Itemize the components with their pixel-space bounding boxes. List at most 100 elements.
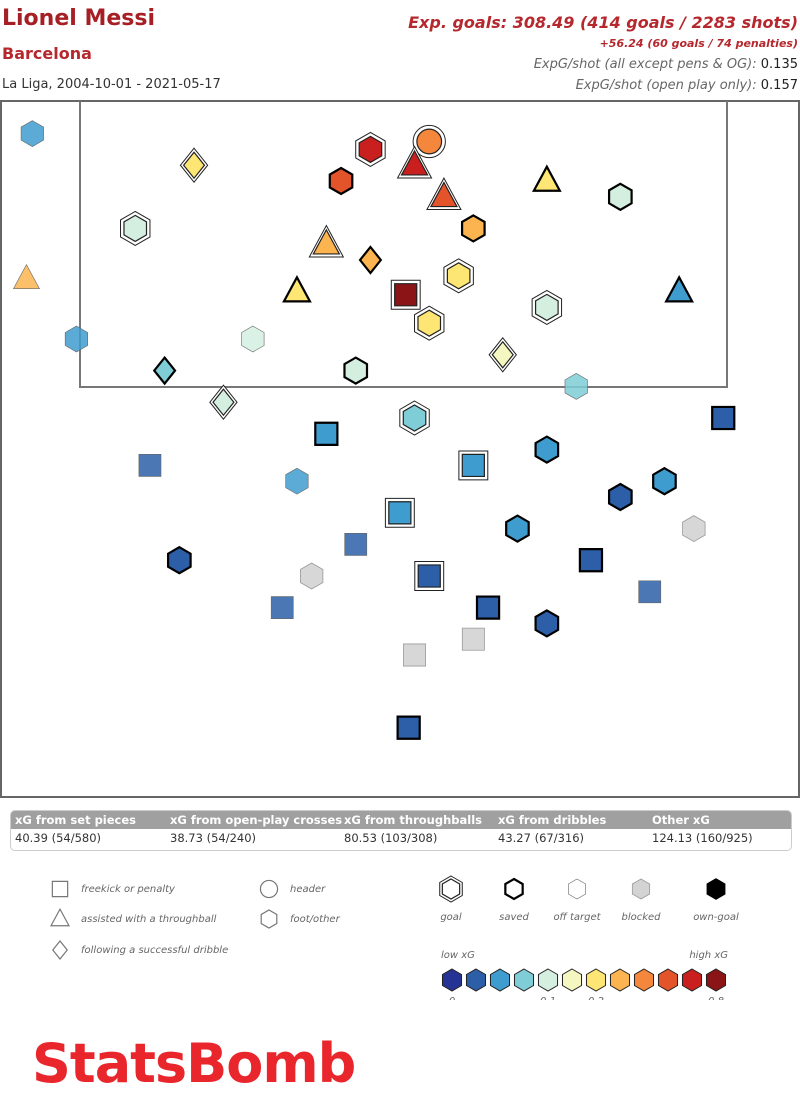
shot [285, 467, 309, 495]
shot [652, 466, 677, 496]
shot [270, 596, 294, 619]
shot [664, 274, 694, 303]
shot [20, 120, 44, 147]
shot [12, 264, 40, 290]
shot [607, 482, 633, 512]
color-swatch [513, 968, 535, 992]
legend-outcome [631, 878, 651, 900]
shot [394, 283, 418, 307]
legend-label: own-goal [693, 912, 739, 923]
legend-label: off target [553, 912, 601, 923]
shot [638, 580, 662, 604]
legend-label: following a successful dribble [81, 945, 228, 956]
shots [12, 120, 736, 740]
column-header: xG from throughballs [344, 813, 483, 827]
shot [534, 435, 560, 464]
shot [564, 373, 588, 400]
colorbar-tick: 0.8 [708, 996, 724, 1000]
shot [358, 245, 383, 275]
legend-label: saved [499, 912, 529, 923]
shot [182, 151, 206, 180]
legend-label: assisted with a throughball [81, 914, 217, 925]
cell: 38.73 (54/240) [170, 831, 257, 845]
shot-map: freekick or penalty assisted with a throu… [0, 100, 800, 1000]
legend-outcome [504, 877, 524, 901]
color-swatch [609, 968, 631, 992]
legend-shape [51, 880, 69, 898]
legend-high: high xG [689, 950, 728, 961]
legend-outcome [706, 878, 726, 900]
shot [402, 404, 427, 432]
color-swatch [489, 968, 511, 992]
cell: 124.13 (160/925) [652, 831, 753, 845]
color-swatch [633, 968, 655, 992]
legend-label: header [290, 884, 326, 895]
shot [682, 515, 706, 543]
shot [396, 715, 421, 740]
color-swatch [657, 968, 679, 992]
shot [505, 514, 530, 543]
cell: 80.53 (103/308) [344, 831, 438, 845]
table-row: 40.39 (54/580) 38.73 (54/240) 80.53 (103/3… [11, 829, 791, 849]
shot [152, 355, 177, 386]
shot [416, 128, 443, 155]
shot [358, 135, 383, 164]
shot [607, 182, 633, 212]
column-header: Other xG [652, 813, 710, 827]
legend-label: foot/other [290, 914, 341, 925]
open-play: ExpG/shot (open play only): 0.157 [576, 78, 798, 93]
value: 0.135 [760, 57, 798, 72]
shot [400, 149, 429, 176]
cell: 43.27 (67/316) [498, 831, 585, 845]
player-name: Lionel Messi [2, 6, 156, 31]
shot [64, 325, 88, 353]
colorbar-tick: 0.1 [540, 996, 556, 1000]
legend-shape [49, 907, 71, 927]
label: ExpG/shot (all except pens & OG): [533, 57, 757, 72]
legend-label: freekick or penalty [81, 884, 176, 895]
shot [475, 595, 501, 620]
shot [241, 325, 265, 353]
shot [212, 388, 235, 417]
label: ExpG/shot (open play only): [575, 78, 757, 93]
color-swatch [681, 968, 703, 992]
shot [312, 228, 341, 255]
shot [123, 214, 148, 243]
color-swatch [585, 968, 607, 992]
legend: freekick or penalty assisted with a throu… [49, 875, 739, 1000]
shot [282, 274, 312, 303]
color-swatch [561, 968, 583, 992]
value: 0.157 [760, 78, 798, 93]
shot [461, 453, 485, 478]
legend-outcome [568, 878, 586, 900]
pitch [0, 100, 800, 798]
shot [299, 562, 324, 590]
column-header: xG from open-play crosses [170, 813, 343, 827]
column-header: xG from set pieces [15, 813, 137, 827]
legend-shape [260, 909, 278, 929]
shot [711, 405, 736, 431]
competition: La Liga, 2004-10-01 - 2021-05-17 [2, 77, 221, 92]
shot [417, 564, 441, 588]
penalty-box [79, 101, 728, 388]
shot [343, 356, 369, 385]
per-shot: ExpG/shot (all except pens & OG): 0.135 [534, 57, 798, 72]
cell: 40.39 (54/580) [15, 831, 102, 845]
team-name: Barcelona [2, 44, 92, 63]
shot [531, 164, 562, 192]
legend-label: blocked [621, 912, 661, 923]
shot [446, 262, 471, 290]
shot [578, 548, 604, 573]
legend-label: goal [440, 912, 462, 923]
shot [461, 627, 485, 651]
shot [388, 501, 412, 525]
shot [344, 533, 368, 556]
colorbar-tick: 0.2 [588, 996, 604, 1000]
shot [417, 309, 442, 337]
shot [460, 214, 486, 243]
shot [534, 293, 559, 322]
color-swatch [537, 968, 559, 992]
shot [166, 545, 192, 575]
column-header: xG from dribbles [498, 813, 607, 827]
